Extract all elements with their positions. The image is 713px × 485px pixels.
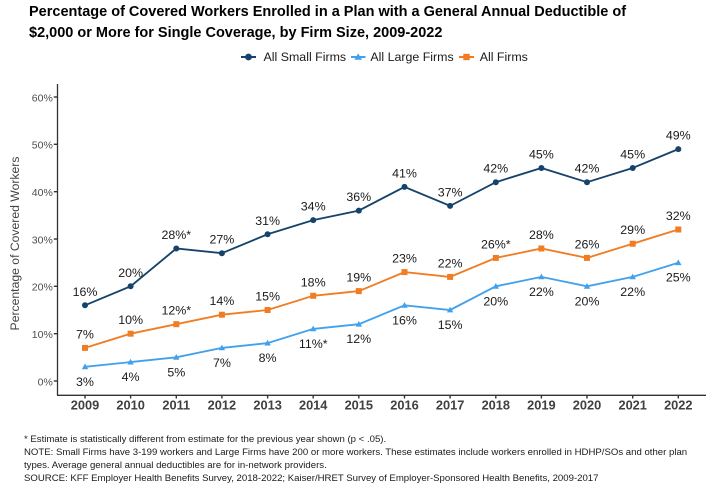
svg-text:12%*: 12%* <box>161 304 191 318</box>
svg-text:SOURCE: KFF Employer Health Be: SOURCE: KFF Employer Health Benefits Sur… <box>24 473 598 484</box>
svg-text:2014: 2014 <box>299 397 328 412</box>
svg-text:5%: 5% <box>167 365 185 379</box>
svg-text:Percentage of Covered Workers: Percentage of Covered Workers <box>8 157 22 331</box>
svg-text:40%: 40% <box>32 187 53 199</box>
svg-text:26%: 26% <box>575 237 600 251</box>
svg-text:31%: 31% <box>255 214 280 228</box>
svg-text:16%: 16% <box>73 285 98 299</box>
svg-text:50%: 50% <box>32 140 53 152</box>
svg-text:2020: 2020 <box>573 397 601 412</box>
svg-text:32%: 32% <box>666 209 691 223</box>
svg-text:20%: 20% <box>483 294 508 308</box>
svg-text:4%: 4% <box>122 370 140 384</box>
svg-text:15%: 15% <box>255 290 280 304</box>
svg-text:16%: 16% <box>392 313 417 327</box>
svg-text:23%: 23% <box>392 252 417 266</box>
svg-text:2019: 2019 <box>527 397 555 412</box>
svg-text:26%*: 26%* <box>481 237 511 251</box>
svg-text:22%: 22% <box>529 285 554 299</box>
svg-text:49%: 49% <box>666 129 691 143</box>
svg-text:2022: 2022 <box>664 397 692 412</box>
svg-text:25%: 25% <box>666 271 691 285</box>
svg-text:14%: 14% <box>209 294 234 308</box>
svg-text:42%: 42% <box>575 162 600 176</box>
svg-text:All Small Firms: All Small Firms <box>264 50 347 64</box>
svg-text:18%: 18% <box>301 275 326 289</box>
svg-text:All Large Firms: All Large Firms <box>370 50 453 64</box>
svg-text:* Estimate is statistically di: * Estimate is statistically different fr… <box>24 434 386 445</box>
svg-text:45%: 45% <box>620 148 645 162</box>
svg-text:Percentage of Covered Workers: Percentage of Covered Workers Enrolled i… <box>29 4 626 20</box>
svg-text:2013: 2013 <box>253 397 281 412</box>
svg-text:2011: 2011 <box>162 397 190 412</box>
svg-text:60%: 60% <box>32 92 53 104</box>
svg-text:36%: 36% <box>346 190 371 204</box>
svg-text:7%: 7% <box>76 327 94 341</box>
svg-text:22%: 22% <box>438 256 463 270</box>
svg-text:2016: 2016 <box>390 397 418 412</box>
svg-text:20%: 20% <box>575 294 600 308</box>
svg-text:2015: 2015 <box>345 397 373 412</box>
svg-text:All Firms: All Firms <box>480 50 528 64</box>
svg-text:20%: 20% <box>118 266 143 280</box>
svg-text:8%: 8% <box>259 351 277 365</box>
svg-text:2012: 2012 <box>208 397 236 412</box>
svg-text:37%: 37% <box>438 185 463 199</box>
svg-text:NOTE: Small Firms have 3-199 w: NOTE: Small Firms have 3-199 workers and… <box>24 447 687 458</box>
svg-text:2017: 2017 <box>436 397 464 412</box>
svg-text:10%: 10% <box>32 329 53 341</box>
svg-text:10%: 10% <box>118 313 143 327</box>
svg-text:2009: 2009 <box>71 397 99 412</box>
svg-text:7%: 7% <box>213 356 231 370</box>
svg-text:45%: 45% <box>529 148 554 162</box>
svg-text:22%: 22% <box>620 285 645 299</box>
svg-text:2021: 2021 <box>618 397 646 412</box>
svg-text:15%: 15% <box>438 318 463 332</box>
svg-text:0%: 0% <box>38 376 53 388</box>
svg-text:2010: 2010 <box>116 397 144 412</box>
svg-text:27%: 27% <box>209 233 234 247</box>
svg-text:2018: 2018 <box>482 397 510 412</box>
svg-text:42%: 42% <box>483 162 508 176</box>
svg-text:11%*: 11%* <box>299 337 328 351</box>
svg-text:12%: 12% <box>346 332 371 346</box>
svg-text:19%: 19% <box>346 271 371 285</box>
svg-text:29%: 29% <box>620 223 645 237</box>
svg-text:28%: 28% <box>529 228 554 242</box>
svg-text:34%: 34% <box>301 200 326 214</box>
svg-text:types. Average general annual: types. Average general annual deductible… <box>24 460 327 471</box>
svg-text:30%: 30% <box>32 234 53 246</box>
svg-text:28%*: 28%* <box>161 228 191 242</box>
svg-text:$2,000 or More for Single Cove: $2,000 or More for Single Coverage, by F… <box>29 25 442 41</box>
svg-text:3%: 3% <box>76 375 94 389</box>
svg-text:41%: 41% <box>392 166 417 180</box>
svg-text:20%: 20% <box>32 282 53 294</box>
